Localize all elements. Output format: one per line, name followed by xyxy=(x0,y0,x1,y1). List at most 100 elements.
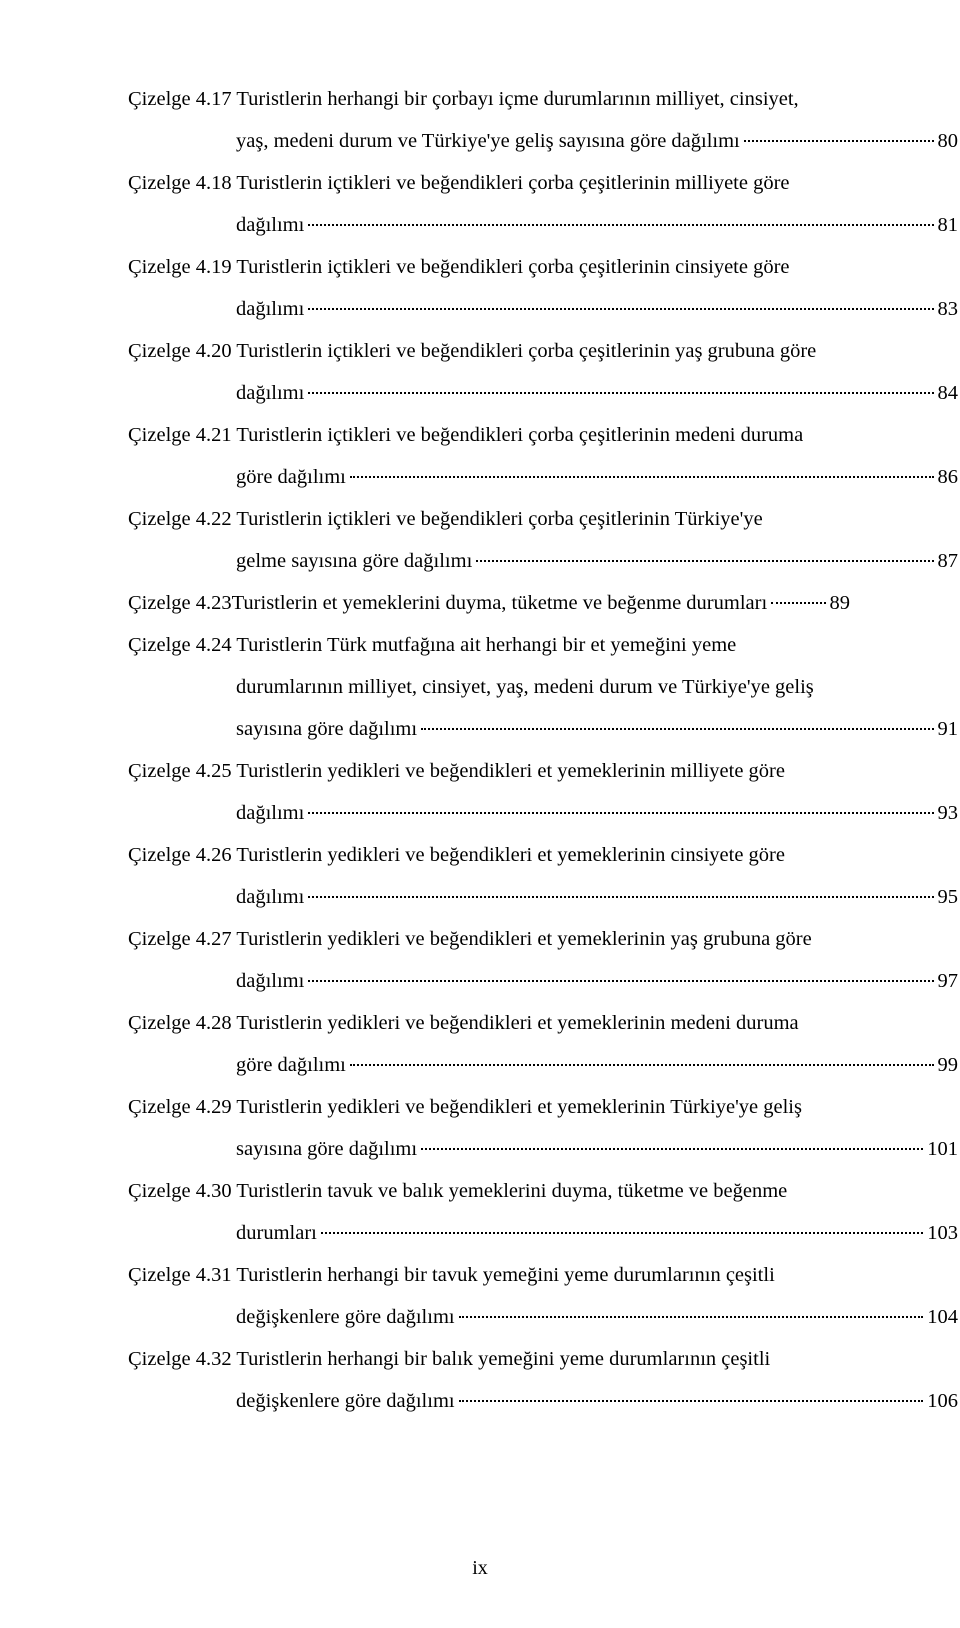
toc-line: durumlarının milliyet, cinsiyet, yaş, me… xyxy=(236,666,850,708)
toc-entry-label: Çizelge 4.21 xyxy=(128,424,236,446)
toc-line: Çizelge 4.20 Turistlerin içtikleri ve be… xyxy=(128,330,850,372)
dot-leader xyxy=(308,307,933,310)
toc-line: sayısına göre dağılımı101 xyxy=(236,1128,958,1170)
toc-entries: Çizelge 4.17 Turistlerin herhangi bir ço… xyxy=(128,78,850,1423)
dot-leader xyxy=(771,601,825,604)
toc-line: Çizelge 4.28 Turistlerin yedikleri ve be… xyxy=(128,1002,850,1044)
toc-entry-label: Çizelge 4.17 xyxy=(128,88,236,110)
dot-leader xyxy=(744,139,934,142)
toc-entry-label: Çizelge 4.22 xyxy=(128,508,236,530)
toc-entry-page: 84 xyxy=(938,372,959,414)
dot-leader xyxy=(308,811,933,814)
toc-entry-title: Turistlerin yedikleri ve beğendikleri et… xyxy=(236,844,785,866)
toc-entry-label: Çizelge 4.25 xyxy=(128,760,236,782)
dot-leader xyxy=(459,1399,924,1402)
toc-entry: Çizelge 4.28 Turistlerin yedikleri ve be… xyxy=(128,1002,850,1086)
toc-entry: Çizelge 4.32 Turistlerin herhangi bir ba… xyxy=(128,1338,850,1422)
toc-entry-page: 86 xyxy=(938,456,959,498)
toc-line: göre dağılımı 86 xyxy=(236,456,958,498)
toc-entry-label: Çizelge 4.24 xyxy=(128,634,236,656)
toc-line: Çizelge 4.25 Turistlerin yedikleri ve be… xyxy=(128,750,850,792)
toc-line: Çizelge 4.27 Turistlerin yedikleri ve be… xyxy=(128,918,850,960)
toc-entry-title: dağılımı xyxy=(236,876,304,918)
dot-leader xyxy=(308,979,933,982)
toc-entry-page: 103 xyxy=(927,1212,958,1254)
toc-line: dağılımı93 xyxy=(236,792,958,834)
toc-entry-title: Turistlerin içtikleri ve beğendikleri ço… xyxy=(236,424,803,446)
toc-entry-title: Turistlerin herhangi bir tavuk yemeğini … xyxy=(236,1264,774,1286)
toc-entry-page: 99 xyxy=(938,1044,959,1086)
toc-entry-page: 93 xyxy=(938,792,959,834)
toc-line: göre dağılımı 99 xyxy=(236,1044,958,1086)
toc-line: Çizelge 4.19 Turistlerin içtikleri ve be… xyxy=(128,246,850,288)
toc-line: dağılımı97 xyxy=(236,960,958,1002)
toc-entry-title: dağılımı xyxy=(236,288,304,330)
toc-entry-title: Turistlerin içtikleri ve beğendikleri ço… xyxy=(236,172,789,194)
toc-line: sayısına göre dağılımı 91 xyxy=(236,708,958,750)
toc-line: dağılımı 81 xyxy=(236,204,958,246)
toc-line: Çizelge 4.30 Turistlerin tavuk ve balık … xyxy=(128,1170,850,1212)
toc-entry-label: Çizelge 4.28 xyxy=(128,1012,236,1034)
toc-entry-page: 101 xyxy=(927,1128,958,1170)
toc-entry-title: Turistlerin yedikleri ve beğendikleri et… xyxy=(236,928,811,950)
dot-leader xyxy=(308,895,933,898)
toc-entry-title: dağılımı xyxy=(236,204,304,246)
toc-entry-page: 91 xyxy=(938,708,959,750)
toc-entry-title: sayısına göre dağılımı xyxy=(236,708,417,750)
toc-entry: Çizelge 4.25 Turistlerin yedikleri ve be… xyxy=(128,750,850,834)
toc-entry: Çizelge 4.29 Turistlerin yedikleri ve be… xyxy=(128,1086,850,1170)
toc-entry-label: Çizelge 4.29 xyxy=(128,1096,236,1118)
toc-entry-title: değişkenlere göre dağılımı xyxy=(236,1296,455,1338)
dot-leader xyxy=(308,391,933,394)
toc-entry-label: Çizelge 4.20 xyxy=(128,340,236,362)
toc-line: yaş, medeni durum ve Türkiye'ye geliş sa… xyxy=(236,120,958,162)
toc-entry-title: durumlarının milliyet, cinsiyet, yaş, me… xyxy=(236,666,850,708)
toc-entry-title: göre dağılımı xyxy=(236,1044,346,1086)
toc-entry: Çizelge 4.31 Turistlerin herhangi bir ta… xyxy=(128,1254,850,1338)
toc-entry: Çizelge 4.30 Turistlerin tavuk ve balık … xyxy=(128,1170,850,1254)
toc-entry: Çizelge 4.19 Turistlerin içtikleri ve be… xyxy=(128,246,850,330)
toc-entry-label: Çizelge 4.31 xyxy=(128,1264,236,1286)
toc-line: gelme sayısına göre dağılımı87 xyxy=(236,540,958,582)
toc-entry-title: yaş, medeni durum ve Türkiye'ye geliş sa… xyxy=(236,120,740,162)
toc-line: Çizelge 4.32 Turistlerin herhangi bir ba… xyxy=(128,1338,850,1380)
toc-entry-title: durumları xyxy=(236,1212,317,1254)
toc-entry-title: Turistlerin et yemeklerini duyma, tüketm… xyxy=(232,582,768,624)
dot-leader xyxy=(476,559,933,562)
toc-line: dağılımı 83 xyxy=(236,288,958,330)
toc-entry-label: Çizelge 4.19 xyxy=(128,256,236,278)
dot-leader xyxy=(421,1147,923,1150)
dot-leader xyxy=(350,1063,934,1066)
toc-entry-page: 81 xyxy=(938,204,959,246)
toc-line: değişkenlere göre dağılımı 106 xyxy=(236,1380,958,1422)
toc-line: dağılımı95 xyxy=(236,876,958,918)
dot-leader xyxy=(308,223,933,226)
toc-entry-label: Çizelge 4.30 xyxy=(128,1180,236,1202)
toc-entry-page: 83 xyxy=(938,288,959,330)
toc-entry: Çizelge 4.17 Turistlerin herhangi bir ço… xyxy=(128,78,850,162)
toc-line: Çizelge 4.29 Turistlerin yedikleri ve be… xyxy=(128,1086,850,1128)
toc-line: Çizelge 4.18 Turistlerin içtikleri ve be… xyxy=(128,162,850,204)
toc-entry: Çizelge 4.26 Turistlerin yedikleri ve be… xyxy=(128,834,850,918)
toc-entry-title: Turistlerin içtikleri ve beğendikleri ço… xyxy=(236,340,816,362)
toc-entry-page: 106 xyxy=(927,1380,958,1422)
toc-line: Çizelge 4.21 Turistlerin içtikleri ve be… xyxy=(128,414,850,456)
toc-entry-title: göre dağılımı xyxy=(236,456,346,498)
toc-entry: Çizelge 4.23 Turistlerin et yemeklerini … xyxy=(128,582,850,624)
toc-entry-page: 87 xyxy=(938,540,959,582)
toc-entry: Çizelge 4.27 Turistlerin yedikleri ve be… xyxy=(128,918,850,1002)
toc-line: Çizelge 4.23 Turistlerin et yemeklerini … xyxy=(128,582,850,624)
toc-entry-title: Turistlerin yedikleri ve beğendikleri et… xyxy=(236,1096,802,1118)
toc-entry-label: Çizelge 4.18 xyxy=(128,172,236,194)
dot-leader xyxy=(459,1315,924,1318)
toc-entry-label: Çizelge 4.27 xyxy=(128,928,236,950)
toc-entry: Çizelge 4.20 Turistlerin içtikleri ve be… xyxy=(128,330,850,414)
toc-entry-label: Çizelge 4.26 xyxy=(128,844,236,866)
toc-entry-title: Turistlerin tavuk ve balık yemeklerini d… xyxy=(236,1180,787,1202)
dot-leader xyxy=(350,475,934,478)
dot-leader xyxy=(421,727,933,730)
toc-entry-title: Turistlerin içtikleri ve beğendikleri ço… xyxy=(236,256,789,278)
toc-line: Çizelge 4.31 Turistlerin herhangi bir ta… xyxy=(128,1254,850,1296)
toc-entry-title: Turistlerin Türk mutfağına ait herhangi … xyxy=(236,634,736,656)
toc-entry-title: değişkenlere göre dağılımı xyxy=(236,1380,455,1422)
